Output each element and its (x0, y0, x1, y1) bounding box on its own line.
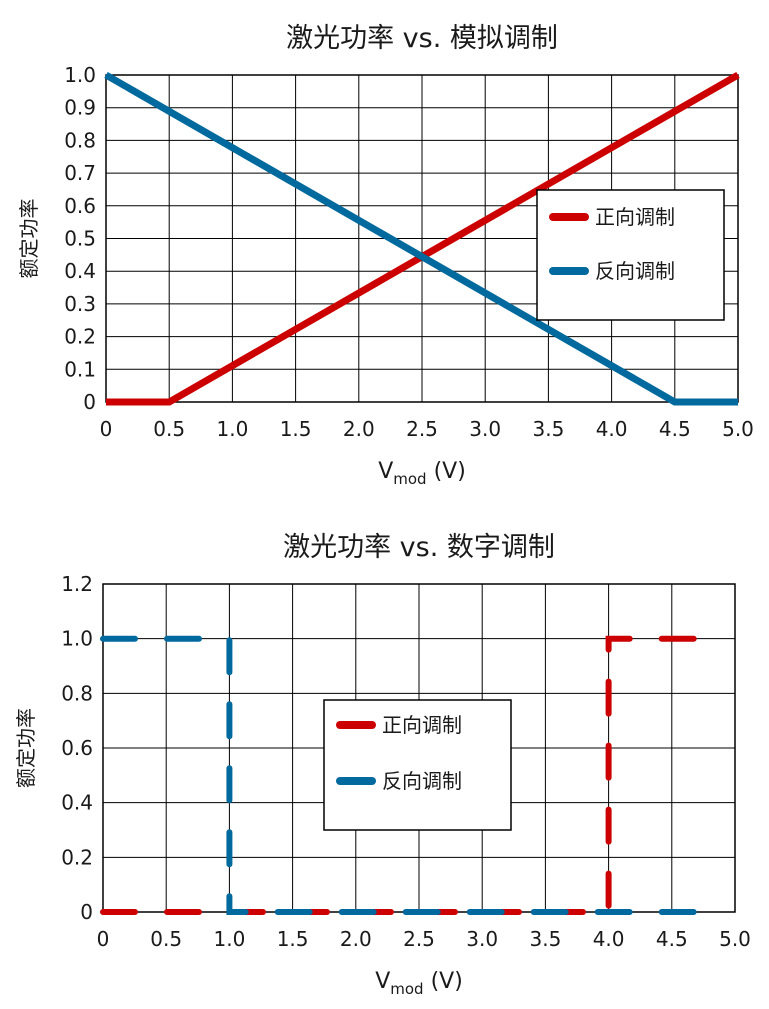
plot-frame (105, 74, 739, 403)
y-tick-label: 0.4 (61, 791, 93, 815)
y-tick-label: 0.2 (61, 845, 93, 869)
series-forward-line (106, 71, 740, 406)
x-tick-label: 1.0 (213, 927, 245, 951)
y-tick-label: 0 (83, 390, 96, 414)
x-tick-label: 0 (100, 417, 113, 441)
y-tick-label: 0.9 (64, 96, 96, 120)
x-tick-label: 1.0 (216, 417, 248, 441)
y-tick-label: 1.2 (61, 572, 93, 596)
y-tick-label: 0.6 (61, 736, 93, 760)
x-tick-label: 3.5 (529, 927, 561, 951)
y-tick-label: 0.1 (64, 357, 96, 381)
y-axis-label: 额定功率 (17, 199, 41, 279)
x-tick-label: 2.5 (406, 417, 438, 441)
series-reverse-line (100, 635, 707, 915)
x-tick-label: 4.0 (593, 927, 625, 951)
x-tick-label: 4.5 (659, 417, 691, 441)
legend-label: 正向调制 (595, 205, 675, 229)
y-axis-label: 额定功率 (14, 708, 38, 788)
legend-label: 反向调制 (382, 769, 462, 793)
series-forward-line (100, 635, 707, 915)
legend-box (536, 189, 725, 321)
y-tick-label: 0.8 (61, 681, 93, 705)
x-tick-label: 5.0 (722, 417, 754, 441)
x-tick-label: 0.5 (153, 417, 185, 441)
y-tick-label: 0.8 (64, 128, 96, 152)
legend-label: 反向调制 (595, 259, 675, 283)
x-axis-label: Vmod (V) (378, 459, 466, 488)
x-tick-label: 2.0 (343, 417, 375, 441)
x-tick-label: 3.5 (532, 417, 564, 441)
chart-title: 激光功率 vs. 模拟调制 (286, 23, 558, 54)
x-tick-label: 1.5 (277, 927, 309, 951)
y-tick-label: 0.7 (64, 161, 96, 185)
analog-modulation-chart: 激光功率 vs. 模拟调制 0 0.5 1.0 1.5 2.0 2.5 3.0 3.5 4.0 4.… (17, 23, 754, 488)
y-tick-label: 0.2 (64, 325, 96, 349)
x-tick-label: 4.5 (656, 927, 688, 951)
x-tick-label: 0 (97, 927, 110, 951)
x-tick-label: 4.0 (596, 417, 628, 441)
x-axis-label: Vmod (V) (375, 969, 463, 998)
legend-label: 正向调制 (382, 713, 462, 737)
chart-title: 激光功率 vs. 数字调制 (283, 532, 555, 563)
x-tick-label: 2.0 (340, 927, 372, 951)
x-tick-label: 3.0 (469, 417, 501, 441)
x-tick-label: 2.5 (403, 927, 435, 951)
y-tick-label: 1.0 (64, 63, 96, 87)
series-reverse-line (104, 71, 738, 406)
y-tick-label: 0.5 (64, 227, 96, 251)
y-tick-label: 0.3 (64, 292, 96, 316)
y-tick-label: 1.0 (61, 627, 93, 651)
x-tick-label: 1.5 (280, 417, 312, 441)
x-tick-label: 3.0 (466, 927, 498, 951)
x-tick-label: 0.5 (150, 927, 182, 951)
y-tick-label: 0.4 (64, 259, 96, 283)
y-tick-label: 0.6 (64, 194, 96, 218)
x-tick-label: 5.0 (719, 927, 751, 951)
digital-modulation-chart: 激光功率 vs. 数字调制 0 0.5 1.0 1.5 2.0 2.5 3.0 3.5 4.0 4.… (14, 532, 751, 998)
y-tick-label: 0 (80, 900, 93, 924)
